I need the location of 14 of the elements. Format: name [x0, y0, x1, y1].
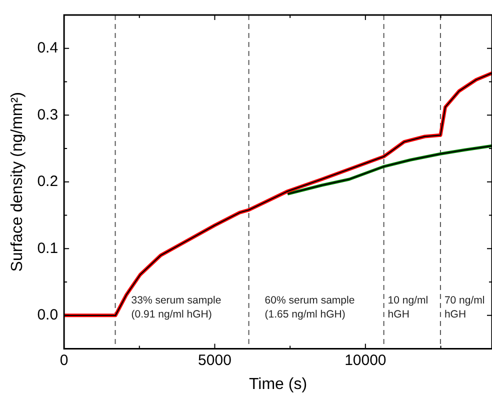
y-tick-label: 0.0	[37, 306, 58, 324]
annotation: 33% serum sample (0.91 ng/ml hGH)	[131, 294, 222, 321]
x-axis-title: Time (s)	[248, 376, 308, 393]
annotation: 60% serum sample (1.65 ng/ml hGH)	[264, 294, 355, 321]
annotation: 10 ng/ml hGH	[388, 294, 428, 321]
x-tick-label: 0	[60, 352, 68, 369]
x-tick-label: 10000	[344, 352, 386, 369]
y-tick-label: 0.3	[37, 106, 58, 124]
x-tick-label: 5000	[198, 352, 232, 369]
y-tick-label: 0.1	[37, 240, 58, 257]
y-tick-label: 0.2	[37, 173, 58, 190]
y-axis-title: Surface density (ng/mm²)	[9, 92, 26, 272]
annotation: 70 ng/ml hGH	[444, 294, 485, 321]
y-tick-label: 0.4	[37, 40, 58, 57]
